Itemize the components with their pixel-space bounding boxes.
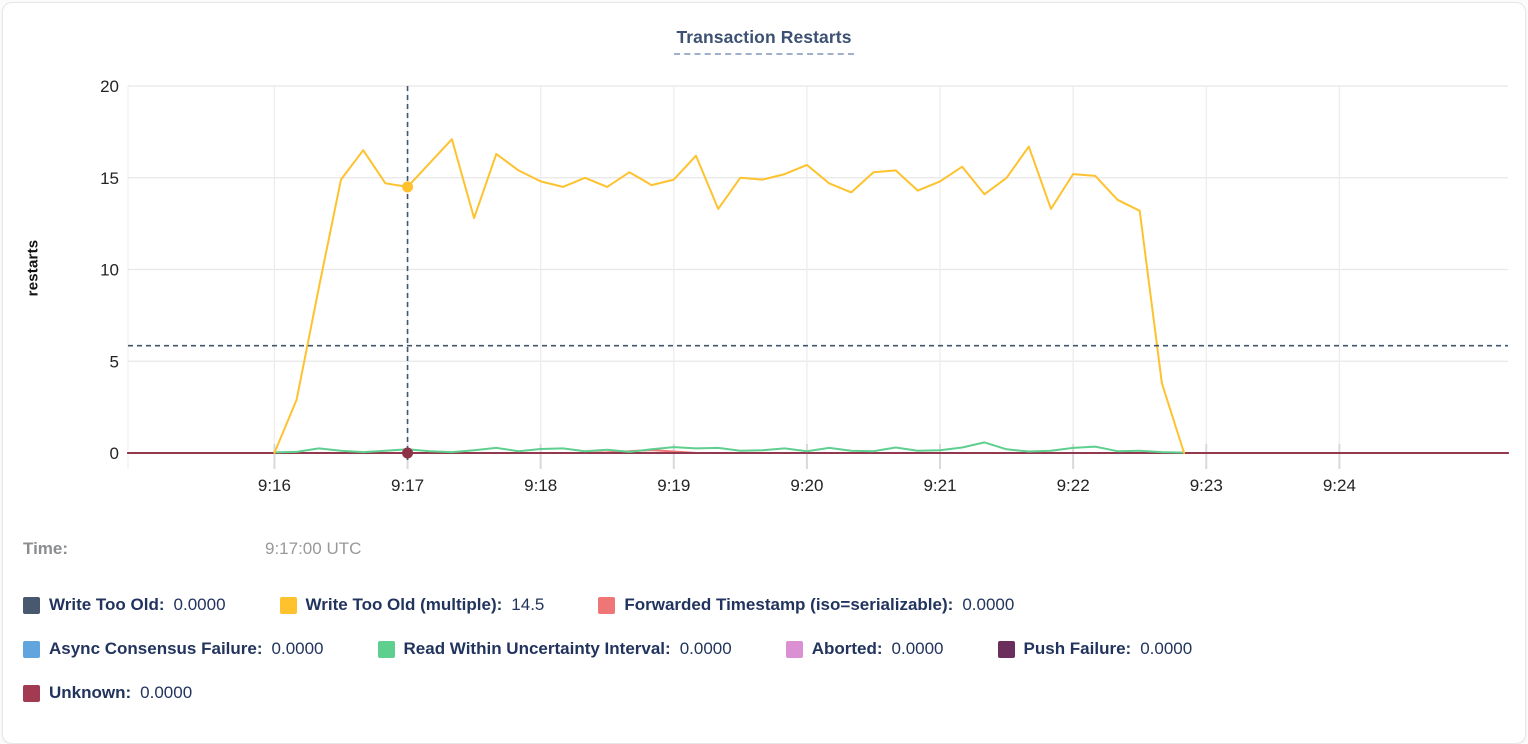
y-tick-label: 5: [110, 352, 119, 371]
transaction-restarts-chart[interactable]: 0 5 10 15 20 9:16 9:17 9:18 9:19 9:20 9:21 9:22 9:23…: [3, 3, 1527, 508]
legend-value: 0.0000: [679, 639, 732, 658]
legend-label: Push Failure:: [1023, 639, 1132, 658]
legend-item[interactable]: Push Failure: 0.0000: [997, 639, 1193, 659]
legend-value: 0.0000: [271, 639, 324, 658]
x-tick-label: 9:23: [1190, 476, 1223, 495]
legend-label: Aborted:: [811, 639, 883, 658]
legend-label: Read Within Uncertainty Interval:: [403, 639, 671, 658]
legend-label: Async Consensus Failure:: [49, 639, 263, 658]
x-tick-label: 9:18: [524, 476, 557, 495]
y-tick-label: 15: [100, 169, 119, 188]
legend-swatch-icon: [598, 596, 616, 614]
legend-swatch-icon: [23, 684, 40, 702]
legend-swatch-icon: [785, 640, 803, 658]
hover-time-row: Time: 9:17:00 UTC: [23, 539, 361, 559]
legend-value: 0.0000: [173, 595, 226, 614]
x-tick-label: 9:16: [258, 476, 291, 495]
x-tick-label: 9:19: [657, 476, 690, 495]
legend-row-1: Write Too Old: 0.0000 Write Too Old (multi…: [23, 595, 1014, 615]
series-line: [273, 441, 1186, 454]
legend-row-2: Async Consensus Failure: 0.0000 Read Withi…: [23, 639, 1192, 659]
legend-item[interactable]: Read Within Uncertainty Interval: 0.0000: [377, 639, 732, 659]
legend-row-3: Unknown: 0.0000: [23, 683, 192, 703]
legend-value: 14.5: [511, 595, 545, 614]
y-tick-label: 20: [100, 77, 119, 96]
legend-value: 0.0000: [891, 639, 944, 658]
y-tick-label: 10: [100, 261, 119, 280]
x-tick-label: 9:17: [391, 476, 424, 495]
legend-value: 0.0000: [962, 595, 1015, 614]
legend-value: 0.0000: [140, 683, 193, 702]
x-tick-label: 9:21: [923, 476, 956, 495]
legend-label: Unknown:: [49, 683, 132, 702]
legend-item[interactable]: Aborted: 0.0000: [785, 639, 944, 659]
legend-swatch-icon: [377, 640, 395, 658]
time-label: Time:: [23, 539, 69, 558]
legend-label: Forwarded Timestamp (iso=serializable):: [624, 595, 954, 614]
chart-title[interactable]: Transaction Restarts: [674, 27, 854, 55]
legend-item[interactable]: Async Consensus Failure: 0.0000: [23, 639, 324, 659]
legend-swatch-icon: [23, 640, 40, 658]
y-tick-label: 0: [110, 444, 119, 463]
series-line: [273, 138, 1186, 454]
legend-label: Write Too Old (multiple):: [305, 595, 503, 614]
legend-label: Write Too Old:: [49, 595, 165, 614]
legend-value: 0.0000: [1140, 639, 1193, 658]
legend-swatch-icon: [997, 640, 1015, 658]
x-tick-label: 9:22: [1057, 476, 1090, 495]
chart-header: Transaction Restarts: [3, 27, 1525, 55]
legend-item[interactable]: Write Too Old: 0.0000: [23, 595, 226, 615]
x-tick-label: 9:24: [1323, 476, 1356, 495]
legend-item[interactable]: Write Too Old (multiple): 14.5: [279, 595, 545, 615]
legend-swatch-icon: [23, 596, 40, 614]
x-tick-label: 9:20: [790, 476, 823, 495]
legend-swatch-icon: [279, 596, 297, 614]
legend-item[interactable]: Forwarded Timestamp (iso=serializable): 0…: [598, 595, 1014, 615]
legend-item[interactable]: Unknown: 0.0000: [23, 683, 192, 703]
hover-dot: [402, 447, 414, 459]
time-value: 9:17:00 UTC: [265, 539, 362, 558]
hover-dot: [402, 181, 414, 193]
